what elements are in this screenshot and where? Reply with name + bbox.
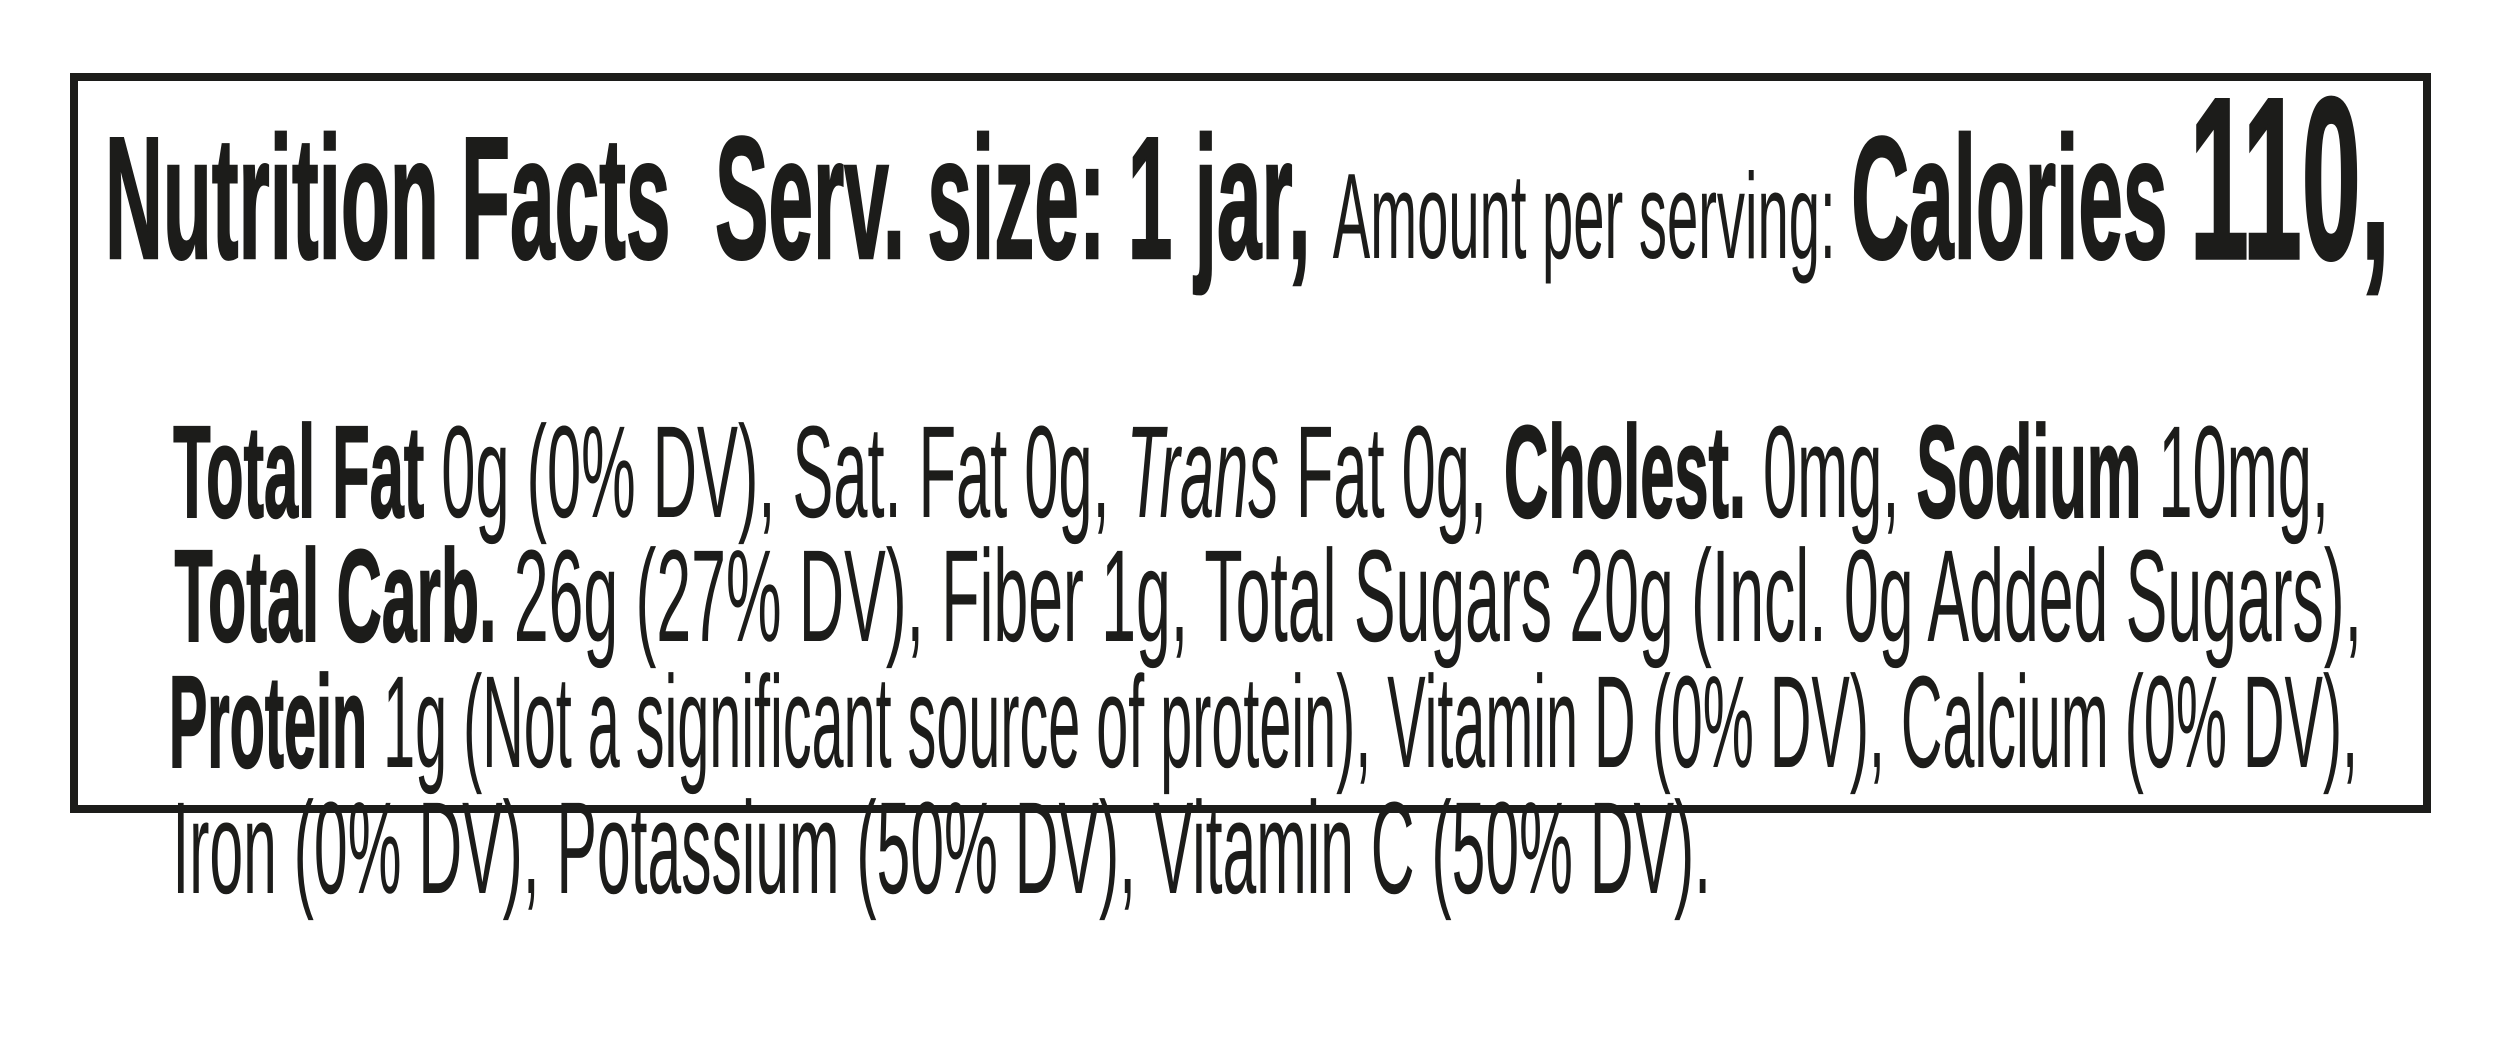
cholesterol-label: Cholest. xyxy=(1503,398,1747,545)
minerals-values: Iron (0% DV), Potassium (50% DV), Vitami… xyxy=(172,774,1712,921)
fat-cholesterol-sodium-line: Total Fat 0g (0% DV), Sat. Fat 0g, Trans… xyxy=(105,275,2329,668)
protein-vitamins-line: Protein 1g (Not a significant source of … xyxy=(105,525,2359,918)
sodium-label: Sodium xyxy=(1916,398,2142,545)
protein-label: Protein xyxy=(168,648,368,795)
trans-word: Trans xyxy=(1126,398,1279,545)
trans-fat-value: Fat 0g, xyxy=(1278,398,1504,545)
amount-per-serving-label: Amount per serving: xyxy=(1332,148,1852,284)
sodium-value: 10mg, xyxy=(2141,398,2329,545)
serving-size-text: Serv. size: 1 jar, xyxy=(714,100,1333,295)
nutrition-facts-title: Nutrition Facts xyxy=(104,100,715,295)
cholesterol-value: 0mg, xyxy=(1745,398,1917,545)
nutrition-label-sheet: Nutrition Facts Serv. size: 1 jar, Amoun… xyxy=(70,61,2431,913)
protein-values: 1g (Not a significant source of protein)… xyxy=(367,648,2359,795)
calories-word: Calories xyxy=(1851,100,2190,295)
title-line: Nutrition Facts Serv. size: 1 jar, Amoun… xyxy=(104,62,2391,295)
total-carb-label: Total Carb. xyxy=(174,522,497,669)
carbohydrate-line: Total Carb. 26g (27% DV), Fiber 1g, Tota… xyxy=(105,399,2362,792)
calories-value: 110, xyxy=(2189,50,2391,307)
total-fat-values: 0g (0% DV), Sat. Fat 0g, xyxy=(424,398,1127,545)
minerals-line: Iron (0% DV), Potassium (50% DV), Vitami… xyxy=(105,651,1711,1044)
carb-values: 26g (27% DV), Fiber 1g, Total Sugars 20g… xyxy=(496,522,2362,669)
label-border xyxy=(70,73,2431,813)
total-fat-label: Total Fat xyxy=(173,398,425,545)
